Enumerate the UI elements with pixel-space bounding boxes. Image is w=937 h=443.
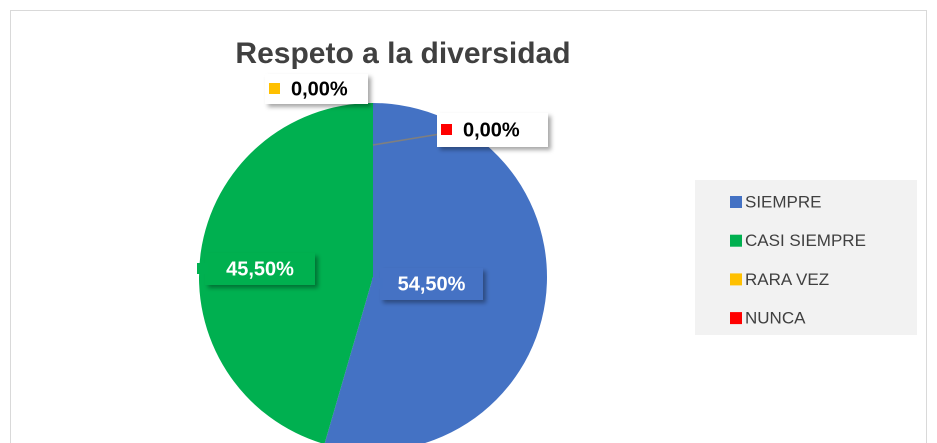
- legend-label: SIEMPRE: [745, 192, 822, 211]
- data-label-box: [380, 268, 483, 300]
- leader-line: [372, 133, 441, 146]
- legend-marker: [730, 234, 742, 247]
- data-label-marker: [441, 124, 452, 135]
- legend-label: RARA VEZ: [745, 270, 829, 289]
- data-label-box: [265, 74, 368, 104]
- data-label: 45,50%: [226, 258, 294, 280]
- data-label-marker: [269, 83, 280, 94]
- legend-marker: [730, 196, 742, 208]
- data-label: 54,50%: [398, 273, 466, 295]
- data-label-box: [205, 253, 315, 285]
- data-label-marker: [197, 263, 208, 274]
- data-label: 0,00%: [291, 78, 348, 100]
- legend-label: CASI SIEMPRE: [745, 231, 866, 250]
- legend-marker: [730, 273, 742, 286]
- data-label: 0,00%: [463, 119, 520, 141]
- data-labels: 54,50% 45,50% 0,00% 0,00%: [197, 74, 548, 300]
- chart-title: Respeto a la diversidad: [235, 37, 570, 70]
- data-label-marker: [372, 278, 383, 289]
- legend: SIEMPRE CASI SIEMPRE RARA VEZ NUNCA: [730, 192, 866, 328]
- data-label-box: [437, 113, 548, 147]
- legend-marker: [730, 312, 742, 325]
- legend-label: NUNCA: [745, 309, 806, 328]
